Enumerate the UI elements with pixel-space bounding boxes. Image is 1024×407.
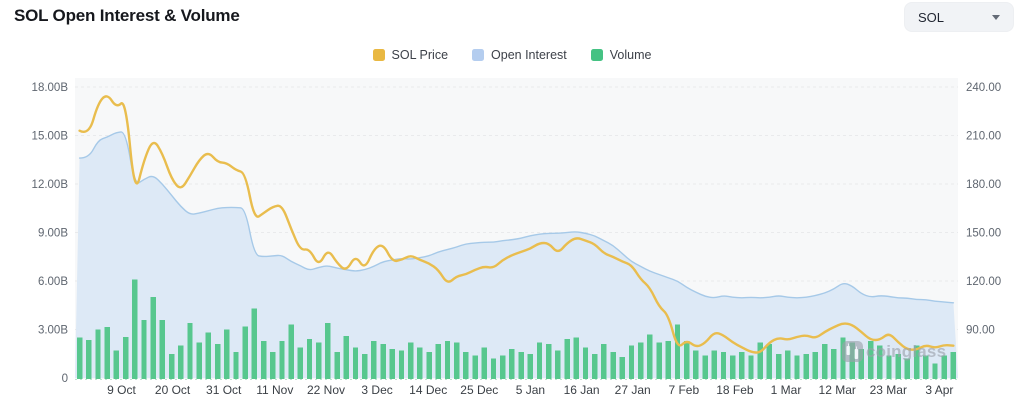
svg-text:12 Mar: 12 Mar: [819, 383, 856, 397]
gridlines: [75, 86, 958, 380]
sol-price-line: [78, 95, 955, 354]
svg-text:18 Feb: 18 Feb: [716, 383, 754, 397]
svg-text:150.00: 150.00: [966, 228, 1001, 240]
svg-text:14 Dec: 14 Dec: [409, 383, 447, 397]
open-interest-area: [75, 131, 958, 378]
svg-text:16 Jan: 16 Jan: [564, 383, 600, 397]
legend-label: Volume: [609, 48, 652, 62]
svg-text:210.00: 210.00: [966, 131, 1001, 143]
svg-text:27 Jan: 27 Jan: [615, 383, 651, 397]
chevron-down-icon: [992, 14, 1000, 20]
legend-item-open-interest[interactable]: Open Interest: [472, 48, 567, 62]
symbol-select-dropdown[interactable]: SOL: [904, 2, 1014, 32]
left-axis-labels: 18.00B 15.00B 12.00B 9.00B 6.00B 3.00B 0: [32, 82, 69, 385]
legend-item-sol-price[interactable]: SOL Price: [372, 48, 449, 62]
svg-text:18.00B: 18.00B: [32, 82, 69, 94]
legend-label: Open Interest: [491, 48, 567, 62]
legend-label: SOL Price: [391, 48, 449, 62]
svg-text:15.00B: 15.00B: [32, 131, 69, 143]
legend-item-volume[interactable]: Volume: [590, 48, 652, 62]
legend-swatch: [590, 49, 603, 61]
svg-text:7 Feb: 7 Feb: [668, 383, 699, 397]
svg-text:1 Mar: 1 Mar: [771, 383, 802, 397]
svg-text:31 Oct: 31 Oct: [206, 383, 242, 397]
legend-swatch: [372, 49, 385, 61]
symbol-select-value: SOL: [918, 9, 945, 25]
svg-text:11 Nov: 11 Nov: [256, 383, 293, 397]
svg-text:120.00: 120.00: [966, 276, 1001, 288]
svg-text:25 Dec: 25 Dec: [460, 383, 498, 397]
svg-text:3 Apr: 3 Apr: [925, 383, 953, 397]
svg-text:23 Mar: 23 Mar: [870, 383, 907, 397]
svg-text:9 Oct: 9 Oct: [107, 383, 136, 397]
svg-text:20 Oct: 20 Oct: [155, 383, 191, 397]
page-title: SOL Open Interest & Volume: [14, 6, 240, 25]
right-axis-labels: 240.00 210.00 180.00 150.00 120.00 90.00: [966, 82, 1001, 337]
svg-text:3.00B: 3.00B: [38, 325, 68, 337]
svg-text:12.00B: 12.00B: [32, 179, 69, 191]
x-axis-labels: 9 Oct 20 Oct 31 Oct 11 Nov 22 Nov 3 Dec 14 Dec…: [107, 383, 953, 397]
svg-text:90.00: 90.00: [966, 325, 995, 337]
legend-swatch: [472, 49, 485, 61]
svg-text:9.00B: 9.00B: [38, 228, 68, 240]
svg-text:5 Jan: 5 Jan: [516, 383, 545, 397]
svg-text:0: 0: [62, 373, 68, 385]
svg-text:180.00: 180.00: [966, 179, 1001, 191]
svg-text:240.00: 240.00: [966, 82, 1001, 94]
volume-bars: [76, 279, 957, 380]
svg-text:22 Nov: 22 Nov: [307, 383, 345, 397]
open-interest-line: [78, 131, 955, 304]
svg-text:3 Dec: 3 Dec: [361, 383, 392, 397]
chart-legend: SOL Price Open Interest Volume: [0, 48, 1024, 62]
svg-text:6.00B: 6.00B: [38, 276, 68, 288]
